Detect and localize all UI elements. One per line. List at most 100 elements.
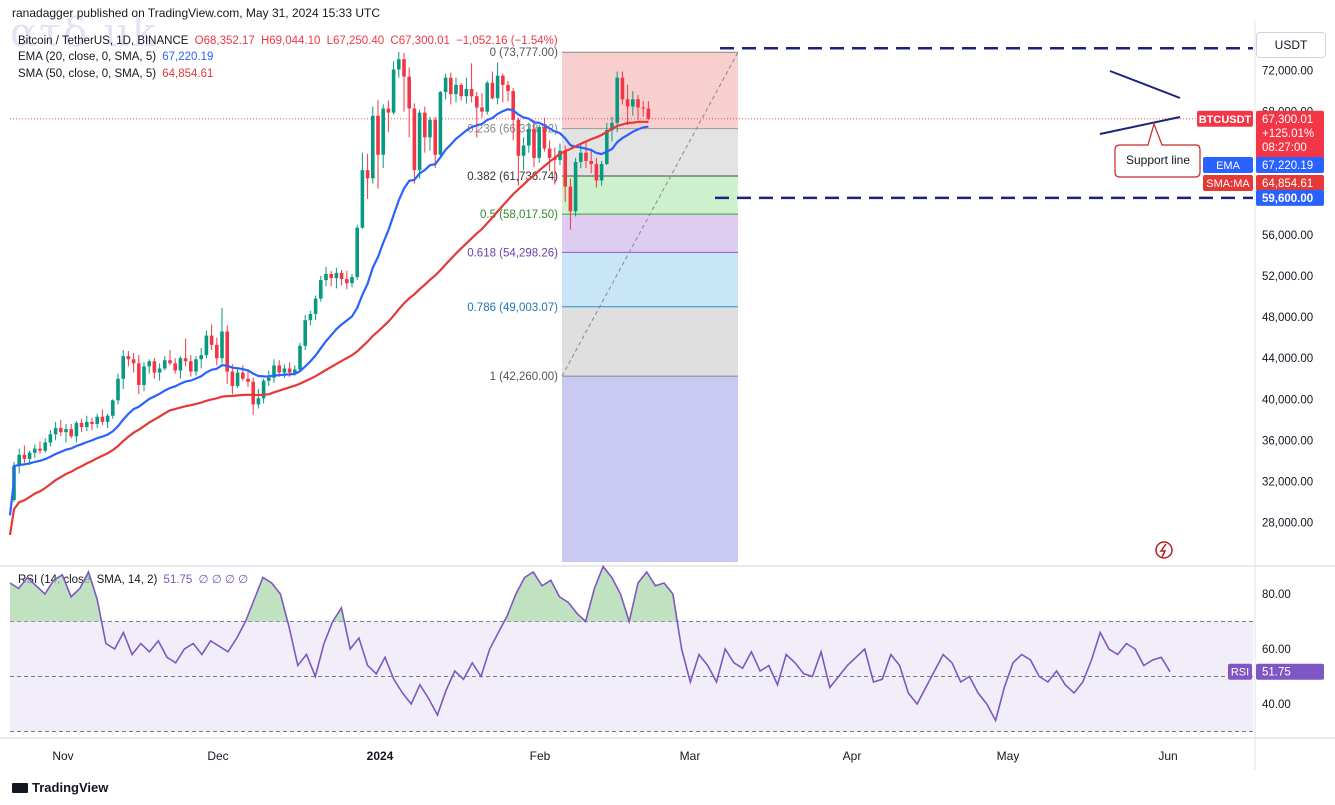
published-line: ranadagger published on TradingView.com,…	[12, 6, 381, 20]
candle-body	[464, 88, 469, 97]
price-tick-label: 48,000.00	[1262, 312, 1313, 324]
ema-20-line	[8, 108, 649, 516]
candle-body	[168, 360, 172, 364]
fib-label-0.786: 0.786 (49,003.07)	[467, 302, 558, 314]
candle-body	[599, 164, 604, 181]
candle-body	[449, 77, 453, 95]
candle-body	[475, 96, 479, 108]
indicator-value-tag	[1256, 157, 1324, 173]
candle-body	[516, 119, 521, 156]
indicator-tag	[1203, 157, 1253, 173]
candle-body	[532, 129, 536, 158]
fib-zone-786	[562, 306, 738, 377]
tradingview-mark-icon	[12, 783, 28, 793]
rsi-legend-value: 51.75	[163, 574, 193, 586]
candle-body	[256, 398, 261, 405]
candle-body	[646, 108, 651, 119]
ema-legend-label: EMA (20, close, 0, SMA, 5)	[18, 51, 157, 63]
candle-body	[620, 77, 625, 100]
rsi-tag-label: RSI	[1231, 667, 1249, 679]
price-tick-label: 28,000.00	[1262, 518, 1313, 530]
candle-body	[241, 372, 245, 379]
candle-body	[287, 368, 292, 373]
candle-body	[641, 107, 645, 109]
candle-body	[589, 160, 593, 165]
candle-body	[235, 372, 240, 386]
lightning-icon	[1155, 541, 1173, 559]
candle-body	[573, 161, 578, 212]
candle-body	[215, 344, 219, 359]
ema-legend-value: 67,220.19	[162, 51, 214, 63]
candle-body	[209, 335, 214, 345]
candle-body	[345, 279, 349, 284]
candle-body	[355, 227, 359, 278]
price-tick-label: 32,000.00	[1262, 477, 1313, 489]
rsi-tick-label: 60.00	[1262, 644, 1291, 656]
candle-body	[443, 77, 448, 93]
rsi-value: 51.75	[1262, 667, 1291, 679]
price-tick-label: 40,000.00	[1262, 394, 1313, 406]
indicator-value-tag	[1256, 189, 1324, 206]
price-tick-label: 44,000.00	[1262, 353, 1313, 365]
ohlc-open: O68,352.17	[194, 35, 255, 47]
rsi-tick-label: 80.00	[1262, 589, 1291, 601]
price-tick-label: 36,000.00	[1262, 435, 1313, 447]
rsi-legend-extra: ∅ ∅ ∅ ∅	[198, 574, 249, 586]
rsi-line	[9, 564, 1171, 723]
candle-body	[147, 361, 151, 367]
ohlc-low: L67,250.40	[326, 35, 385, 47]
ema-legend[interactable]: EMA (20, close, 0, SMA, 5) 67,220.19	[18, 51, 213, 63]
candle-body	[194, 359, 198, 372]
support-callout	[1114, 122, 1201, 178]
candle-body	[495, 75, 500, 99]
candle-body	[480, 107, 484, 112]
candle-body	[230, 371, 235, 386]
candle-body	[183, 358, 188, 362]
candle-body	[594, 164, 599, 181]
candle-body	[303, 320, 307, 346]
currency-selector[interactable]: USDT	[1256, 32, 1326, 58]
candle-body	[17, 454, 21, 467]
fib-zone-5	[562, 214, 738, 253]
sma-legend[interactable]: SMA (50, close, 0, SMA, 5) 64,854.61	[18, 68, 213, 80]
candle-body	[610, 122, 614, 131]
support-callout-label: Support line	[1126, 153, 1190, 167]
candle-body	[178, 358, 183, 371]
candle-body	[85, 421, 89, 428]
candle-body	[631, 99, 635, 107]
candle-body	[324, 273, 328, 281]
fib-zone-382	[562, 175, 738, 215]
candle-body	[33, 448, 37, 453]
indicator-value: 59,600.00	[1262, 193, 1313, 205]
candle-body	[402, 59, 406, 77]
fib-label-0: 0 (73,777.00)	[490, 47, 559, 59]
candle-body	[417, 112, 422, 171]
candle-body	[501, 75, 505, 85]
candle-body	[376, 115, 380, 155]
candle-body	[152, 361, 157, 373]
candle-body	[542, 127, 547, 149]
candle-body	[423, 112, 427, 138]
candle-body	[137, 363, 141, 385]
candle-body	[313, 298, 318, 315]
time-axis-label: Dec	[207, 749, 228, 763]
symbol-legend[interactable]: Bitcoin / TetherUS, 1D, BINANCE O68,352.…	[18, 35, 558, 47]
candle-body	[365, 170, 370, 179]
candle-body	[454, 84, 458, 95]
candle-body	[381, 108, 385, 155]
candle-body	[433, 119, 437, 155]
candle-body	[584, 152, 588, 161]
indicator-value: 67,220.19	[1262, 160, 1313, 172]
symbol-tag	[1197, 110, 1253, 127]
candle-body	[126, 356, 131, 360]
indicator-tag	[1203, 175, 1253, 191]
last-price-change: +125.01%	[1262, 128, 1314, 140]
candle-body	[79, 422, 84, 428]
candle-body	[506, 84, 510, 92]
candle-body	[251, 381, 255, 405]
candle-body	[329, 273, 333, 279]
candle-body	[225, 331, 229, 372]
candle-body	[121, 356, 125, 379]
candle-body	[111, 400, 115, 416]
